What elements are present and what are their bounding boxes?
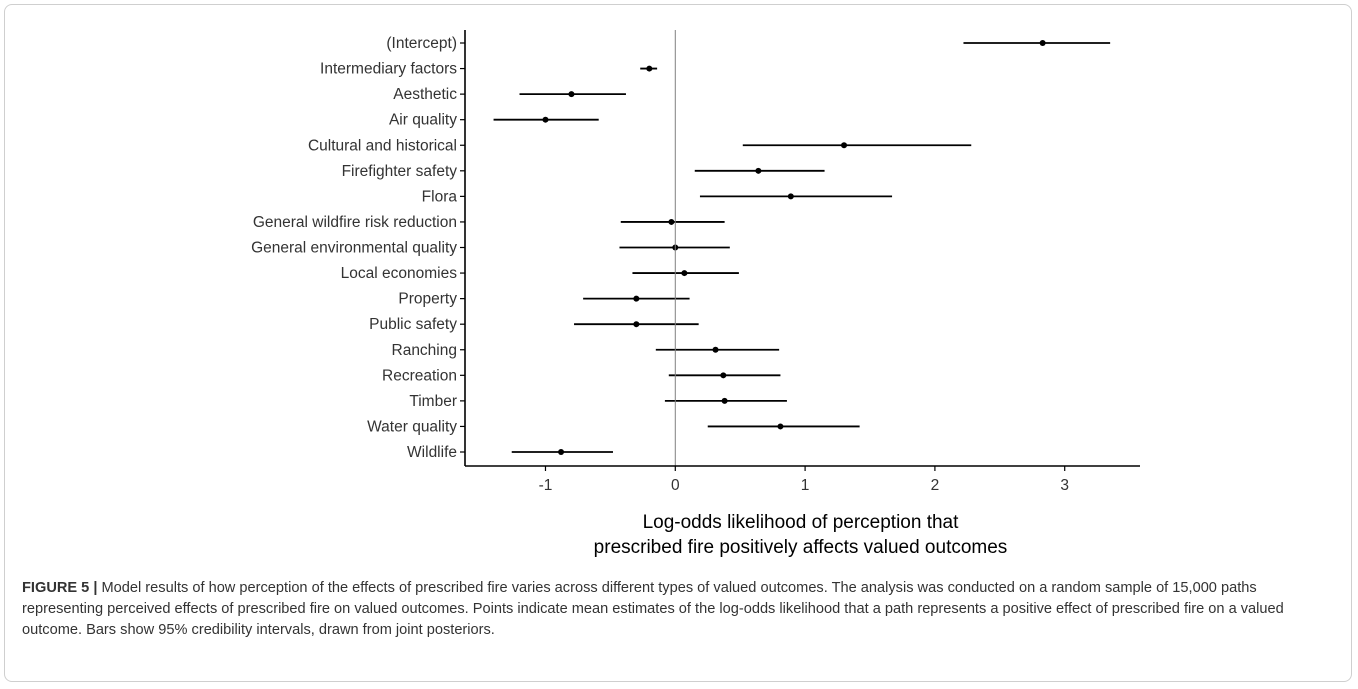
mean-estimate-point — [720, 372, 726, 378]
mean-estimate-point — [777, 423, 783, 429]
row-label: Intermediary factors — [320, 61, 457, 78]
x-axis-title-line: prescribed fire positively affects value… — [594, 537, 1008, 558]
x-tick-label: 0 — [671, 477, 680, 494]
x-tick-label: -1 — [539, 477, 553, 494]
mean-estimate-point — [646, 66, 652, 72]
mean-estimate-point — [841, 142, 847, 148]
row-labels: (Intercept) Intermediary factors Aesthetic… — [251, 35, 457, 461]
row-label: Timber — [409, 393, 457, 410]
mean-estimate-point — [558, 449, 564, 455]
x-tick-label: 2 — [931, 477, 940, 494]
mean-estimate-point — [668, 219, 674, 225]
row-label: Ranching — [392, 342, 458, 359]
forest-plot: (Intercept) Intermediary factors Aesthetic… — [0, 0, 1358, 575]
x-axis-label: Log-odds likelihood of perception that pr… — [594, 512, 1008, 558]
row-label: Aesthetic — [393, 86, 457, 103]
row-label: Public safety — [369, 316, 457, 333]
figure-label: FIGURE 5 | — [22, 580, 97, 596]
figure-caption: FIGURE 5 | Model results of how percepti… — [22, 578, 1337, 641]
mean-estimate-point — [1040, 40, 1046, 46]
axes — [460, 30, 1140, 466]
x-tick-label: 1 — [801, 477, 810, 494]
row-label: Local economies — [341, 265, 458, 282]
caption-text: Model results of how perception of the e… — [22, 580, 1284, 638]
mean-estimate-point — [788, 193, 794, 199]
mean-estimate-point — [755, 168, 761, 174]
mean-estimate-point — [542, 117, 548, 123]
x-axis-title-line: Log-odds likelihood of perception that — [643, 512, 960, 533]
mean-estimate-point — [633, 321, 639, 327]
row-label: (Intercept) — [386, 35, 457, 52]
x-tick-label: 3 — [1060, 477, 1069, 494]
mean-estimate-point — [681, 270, 687, 276]
row-label: Firefighter safety — [342, 163, 458, 180]
row-label: General wildfire risk reduction — [253, 214, 457, 231]
row-label: Flora — [422, 188, 458, 205]
mean-estimate-point — [633, 296, 639, 302]
mean-estimate-point — [568, 91, 574, 97]
mean-estimate-point — [722, 398, 728, 404]
row-label: Wildlife — [407, 444, 457, 461]
mean-estimate-point — [713, 347, 719, 353]
row-label: Recreation — [382, 367, 457, 384]
row-label: Air quality — [389, 112, 457, 129]
credibility-intervals — [494, 40, 1111, 455]
row-label: General environmental quality — [251, 240, 457, 257]
row-label: Cultural and historical — [308, 137, 457, 154]
row-label: Water quality — [367, 418, 457, 435]
row-label: Property — [398, 291, 457, 308]
x-axis-ticks: -1 0 1 2 3 — [539, 466, 1069, 494]
